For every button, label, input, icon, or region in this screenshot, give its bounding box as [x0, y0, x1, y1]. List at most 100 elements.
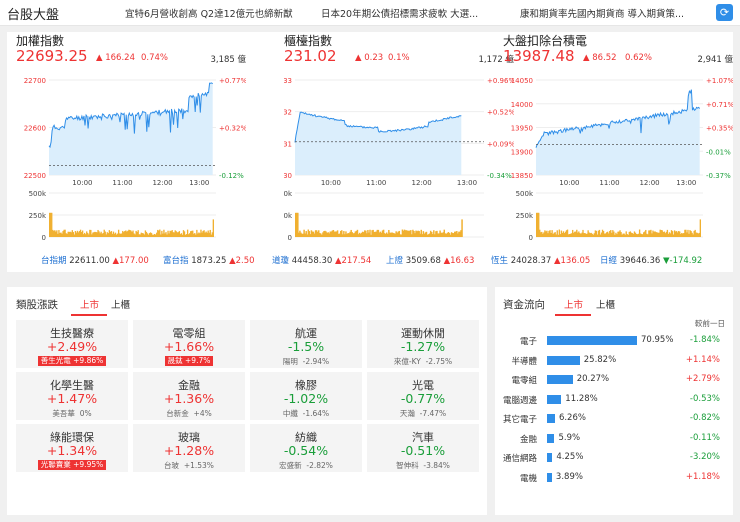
volume-bar	[384, 233, 387, 237]
volume-bar	[117, 229, 120, 237]
volume-bar	[658, 232, 660, 237]
volume-bar	[362, 232, 365, 237]
sector-top-stock[interactable]: 宏盛新 -2.82%	[250, 460, 362, 471]
volume-bar	[699, 219, 702, 237]
sector-card[interactable]: 綠能環保 +1.34% 光聯賣業 +9.95%	[16, 424, 128, 472]
sector-top-stock[interactable]: 台玻 +1.53%	[133, 460, 245, 471]
flow-sector-name: 電子	[519, 337, 537, 347]
volume-bar	[188, 233, 191, 237]
ticker-item[interactable]: 台指期 22611.00 ▲177.00	[41, 254, 149, 266]
volume-bar	[160, 234, 162, 237]
volume-bar	[73, 234, 76, 237]
sector-card[interactable]: 紡織 -0.54% 宏盛新 -2.82%	[250, 424, 362, 472]
volume-bar	[132, 230, 134, 237]
sector-top-stock[interactable]: 美吾華 0%	[16, 408, 128, 419]
flow-row[interactable]: 半導體 25.82% +1.14%	[495, 352, 735, 370]
sector-top-stock[interactable]: 光聯賣業 +9.95%	[16, 460, 128, 470]
volume-bar	[349, 231, 351, 237]
volume-bar	[304, 233, 306, 237]
ticker-item[interactable]: 上證 3509.68 ▲16.63	[386, 254, 474, 266]
time-tick-label: 10:00	[321, 179, 341, 187]
volume-bar	[142, 233, 145, 237]
tab-listed[interactable]: 上市	[80, 300, 100, 311]
tab-otc[interactable]: 上櫃	[111, 300, 131, 311]
flow-row[interactable]: 其它電子 6.26% -0.82%	[495, 410, 735, 428]
sector-card[interactable]: 生技醫療 +2.49% 善生光電 +9.86%	[16, 320, 128, 368]
index-pct: 0.1%	[388, 53, 410, 63]
volume-bar	[437, 233, 439, 237]
sector-card[interactable]: 玻璃 +1.28% 台玻 +1.53%	[133, 424, 245, 472]
flow-row[interactable]: 金融 5.9% -0.11%	[495, 430, 735, 448]
volume-bar	[352, 233, 355, 237]
volume-bar	[312, 231, 315, 237]
sector-top-stock[interactable]: 台新金 +4%	[133, 408, 245, 419]
ticker-name: 上證	[386, 256, 404, 266]
flow-share: 11.28%	[565, 393, 598, 404]
flow-bar	[547, 394, 562, 404]
volume-bar	[563, 233, 566, 237]
sector-top-stock[interactable]: 來億-KY -2.75%	[367, 356, 479, 367]
volume-bar	[635, 233, 638, 237]
volume-bar	[195, 234, 197, 237]
index-card[interactable]: 大盤扣除台積電 13987.48 ▲ 86.52 0.62% 2,941 億 1…	[503, 32, 733, 272]
volume-bar	[79, 229, 82, 237]
ticker-change: ▲217.54	[334, 256, 372, 266]
sector-card[interactable]: 電零組 +1.66% 晟鈦 +9.7%	[133, 320, 245, 368]
ticker-item[interactable]: 恆生 24028.37 ▲136.05	[491, 254, 590, 266]
tab-listed[interactable]: 上市	[564, 300, 584, 311]
index-card[interactable]: 加權指數 22693.25 ▲ 166.24 0.74% 3,185 億 227…	[16, 32, 246, 272]
refresh-button[interactable]: ⟳	[716, 4, 733, 21]
pct-tick-label: +0.52%	[487, 109, 514, 117]
sector-top-stock[interactable]: 善生光電 +9.86%	[16, 356, 128, 366]
volume-bar	[124, 231, 126, 237]
volume-bar	[59, 232, 61, 237]
sector-card[interactable]: 航運 -1.5% 陽明 -2.94%	[250, 320, 362, 368]
volume-bar	[456, 231, 458, 237]
flow-change: +2.79%	[685, 374, 720, 384]
volume-bar	[193, 233, 195, 237]
volume-bar	[81, 230, 84, 237]
news-headline[interactable]: 宜特6月營收創高 Q2達12億元也締新猷	[125, 9, 293, 20]
volume-bar	[650, 229, 652, 237]
news-headline[interactable]: 日本20年期公債招標需求疲軟 大選...	[321, 9, 479, 20]
volume-bar	[212, 219, 215, 237]
flow-row[interactable]: 電子 70.95% -1.84%	[495, 332, 735, 350]
sector-card[interactable]: 橡膠 -1.02% 中纖 -1.64%	[250, 372, 362, 420]
ticker-item[interactable]: 日經 39646.36 ▼-174.92	[600, 254, 702, 266]
volume-bar	[455, 231, 457, 237]
volume-bar	[446, 232, 449, 237]
flow-sector-name: 金融	[519, 434, 537, 445]
sector-top-stock[interactable]: 天瀚 -7.47%	[367, 408, 479, 419]
ticker-item[interactable]: 富台指 1873.25 ▲2.50	[163, 254, 255, 266]
pct-tick-label: -0.37%	[706, 172, 731, 180]
flow-row[interactable]: 電零組 20.27% +2.79%	[495, 371, 735, 389]
flow-row[interactable]: 通信網路 4.25% -3.20%	[495, 449, 735, 467]
index-card[interactable]: 櫃檯指數 231.02 ▲ 0.23 0.1% 1,172 億 233 +0.96…	[284, 32, 514, 272]
sector-card[interactable]: 光電 -0.77% 天瀚 -7.47%	[367, 372, 479, 420]
sector-card[interactable]: 運動休閒 -1.27% 來億-KY -2.75%	[367, 320, 479, 368]
flow-row[interactable]: 電腦週邊 11.28% -0.53%	[495, 391, 735, 409]
sector-top-stock[interactable]: 智伸科 -3.84%	[367, 460, 479, 471]
volume-bar	[165, 232, 167, 237]
flow-row[interactable]: 電機 3.89% +1.18%	[495, 469, 735, 487]
sector-card[interactable]: 化學生醫 +1.47% 美吾華 0%	[16, 372, 128, 420]
volume-bar	[75, 232, 78, 237]
flow-bar	[547, 375, 573, 384]
volume-bar	[94, 231, 96, 237]
ticker-item[interactable]: 道瓊 44458.30 ▲217.54	[272, 254, 371, 266]
volume-bar	[333, 231, 336, 237]
sector-top-stock[interactable]: 中纖 -1.64%	[250, 408, 362, 419]
volume-bar	[162, 233, 164, 237]
sector-card[interactable]: 汽車 -0.51% 智伸科 -3.84%	[367, 424, 479, 472]
volume-bar	[130, 230, 132, 237]
sector-top-stock[interactable]: 陽明 -2.94%	[250, 356, 362, 367]
tab-otc[interactable]: 上櫃	[596, 300, 616, 311]
volume-bar	[181, 234, 184, 237]
sector-top-stock[interactable]: 晟鈦 +9.7%	[133, 356, 245, 366]
flow-sector-name: 電腦週邊	[502, 395, 537, 406]
top-stock-pct: +9.7%	[185, 356, 211, 365]
news-headline[interactable]: 康和期貨率先國內期貨商 導入期貨策...	[520, 9, 685, 20]
volume-tick-label: 250k	[29, 212, 47, 220]
sector-card[interactable]: 金融 +1.36% 台新金 +4%	[133, 372, 245, 420]
volume-bar	[194, 233, 196, 237]
